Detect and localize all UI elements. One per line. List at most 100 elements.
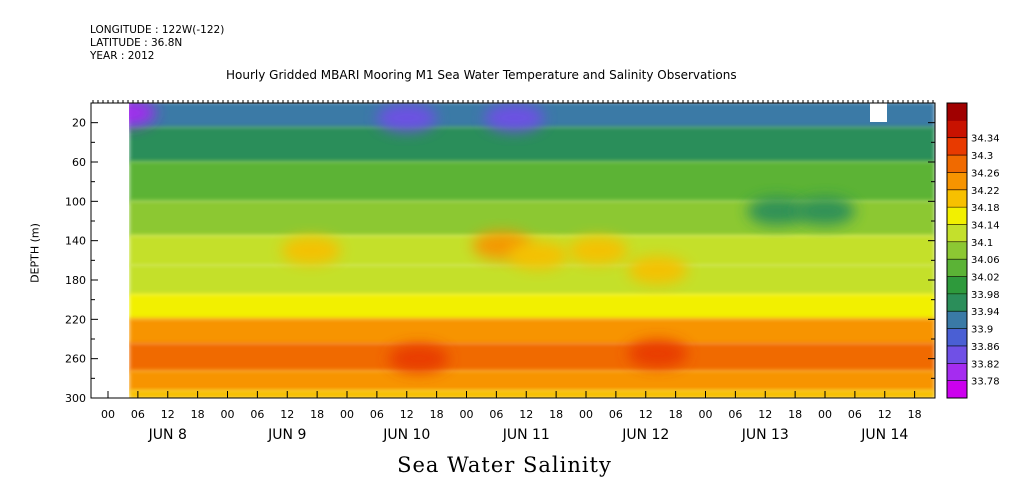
x-hour-label: 18 — [549, 408, 563, 421]
x-day-label: JUN 9 — [267, 427, 306, 443]
colorbar-swatch — [947, 155, 967, 173]
depth-band — [129, 318, 935, 345]
salinity-field — [91, 103, 935, 398]
colorbar-swatch — [947, 120, 967, 139]
latitude-label: LATITUDE : 36.8N — [90, 37, 183, 49]
x-hour-label: 12 — [519, 408, 533, 421]
depth-band — [129, 264, 935, 296]
missing-data-patch — [870, 103, 887, 122]
y-tick-label: 220 — [65, 313, 86, 326]
colorbar: 33.78 33.82 33.86 33.9 33.94 33.98 34.02 34.06 3… — [946, 102, 1000, 399]
colorbar-swatch — [947, 328, 967, 347]
x-hour-label: 06 — [848, 408, 862, 421]
colorbar-swatch — [947, 293, 967, 312]
colorbar-label: 34.1 — [971, 238, 993, 249]
x-hour-label: 12 — [758, 408, 772, 421]
colorbar-label: 33.82 — [971, 359, 1000, 370]
y-tick-label: 140 — [65, 235, 86, 248]
depth-band — [129, 369, 935, 392]
missing-data-left — [91, 103, 129, 398]
colorbar-label: 34.14 — [971, 220, 1000, 231]
y-tick-label: 100 — [65, 195, 86, 208]
colorbar-label: 34.3 — [971, 151, 993, 162]
x-hour-label: 00 — [101, 408, 115, 421]
salinity-feature — [627, 339, 688, 368]
x-day-label: JUN 12 — [621, 427, 669, 443]
depth-band — [129, 161, 935, 203]
x-hour-label: 18 — [788, 408, 802, 421]
salinity-feature — [508, 241, 569, 270]
x-day-label: JUN 13 — [741, 427, 789, 443]
y-tick-label: 60 — [72, 156, 86, 169]
colorbar-label: 34.02 — [971, 273, 1000, 284]
x-hour-label: 00 — [699, 408, 713, 421]
depth-band — [129, 389, 935, 398]
colorbar-swatch — [947, 103, 967, 121]
x-hour-label: 12 — [280, 408, 294, 421]
colorbar-swatch — [947, 345, 967, 364]
depth-band — [129, 126, 935, 163]
colorbar-swatch — [947, 172, 967, 191]
y-tick-label: 300 — [65, 392, 86, 405]
salinity-feature — [567, 236, 628, 265]
y-tick-label: 260 — [65, 353, 86, 366]
colorbar-label: 33.78 — [971, 377, 1000, 388]
x-hour-label: 18 — [669, 408, 683, 421]
salinity-feature — [281, 236, 342, 265]
colorbar-frame — [946, 102, 968, 399]
colorbar-label: 34.34 — [971, 134, 1000, 145]
x-hour-label: 06 — [370, 408, 384, 421]
colorbar-label: 33.86 — [971, 342, 1000, 353]
colorbar-swatch — [947, 241, 967, 260]
salinity-feature — [376, 103, 437, 132]
depth-band — [129, 342, 935, 372]
x-hour-label: 00 — [818, 408, 832, 421]
salinity-feature — [388, 344, 449, 373]
salinity-feature — [484, 103, 545, 132]
y-tick-label: 180 — [65, 274, 86, 287]
x-hour-label: 00 — [221, 408, 235, 421]
colorbar-label: 34.26 — [971, 168, 1000, 179]
x-hour-label: 06 — [609, 408, 623, 421]
depth-band — [129, 293, 935, 321]
y-tick-label: 20 — [72, 117, 86, 130]
colorbar-swatch — [947, 207, 967, 225]
colorbar-swatch — [947, 189, 967, 208]
colorbar-swatch — [947, 276, 967, 295]
colorbar-swatch — [947, 363, 967, 382]
x-axis: 00 06 12 18 00 06 12 18 00 06 12 18 00 06 12 18 00 06 12 18… — [92, 100, 934, 443]
x-hour-label: 06 — [250, 408, 264, 421]
colorbar-label: 33.98 — [971, 290, 1000, 301]
x-hour-label: 06 — [489, 408, 503, 421]
longitude-label: LONGITUDE : 122W(-122) — [90, 24, 225, 36]
y-axis: 20 60 100 140 180 220 260 300 — [65, 102, 935, 405]
colorbar-swatch — [947, 311, 967, 330]
x-hour-label: 12 — [878, 408, 892, 421]
x-hour-label: 18 — [191, 408, 205, 421]
colorbar-swatch — [947, 259, 967, 278]
chart-title: Hourly Gridded MBARI Mooring M1 Sea Wate… — [226, 68, 737, 82]
x-axis-title: Sea Water Salinity — [397, 453, 612, 477]
x-hour-label: 06 — [131, 408, 145, 421]
x-hour-label: 12 — [161, 408, 175, 421]
salinity-feature — [627, 256, 688, 285]
x-hour-label: 18 — [430, 408, 444, 421]
colorbar-swatch — [947, 224, 967, 243]
x-day-label: JUN 14 — [860, 427, 908, 443]
x-hour-label: 18 — [908, 408, 922, 421]
colorbar-label: 33.9 — [971, 325, 993, 336]
x-hour-label: 06 — [728, 408, 742, 421]
x-hour-label: 12 — [639, 408, 653, 421]
colorbar-swatch — [947, 380, 967, 399]
colorbar-label: 33.94 — [971, 307, 1000, 318]
salinity-feature — [795, 197, 855, 226]
x-hour-label: 00 — [460, 408, 474, 421]
x-day-label: JUN 8 — [148, 427, 187, 443]
x-day-label: JUN 10 — [382, 427, 430, 443]
x-hour-label: 00 — [340, 408, 354, 421]
year-label: YEAR : 2012 — [90, 50, 155, 62]
x-day-label: JUN 11 — [502, 427, 550, 443]
colorbar-swatch — [947, 137, 967, 156]
